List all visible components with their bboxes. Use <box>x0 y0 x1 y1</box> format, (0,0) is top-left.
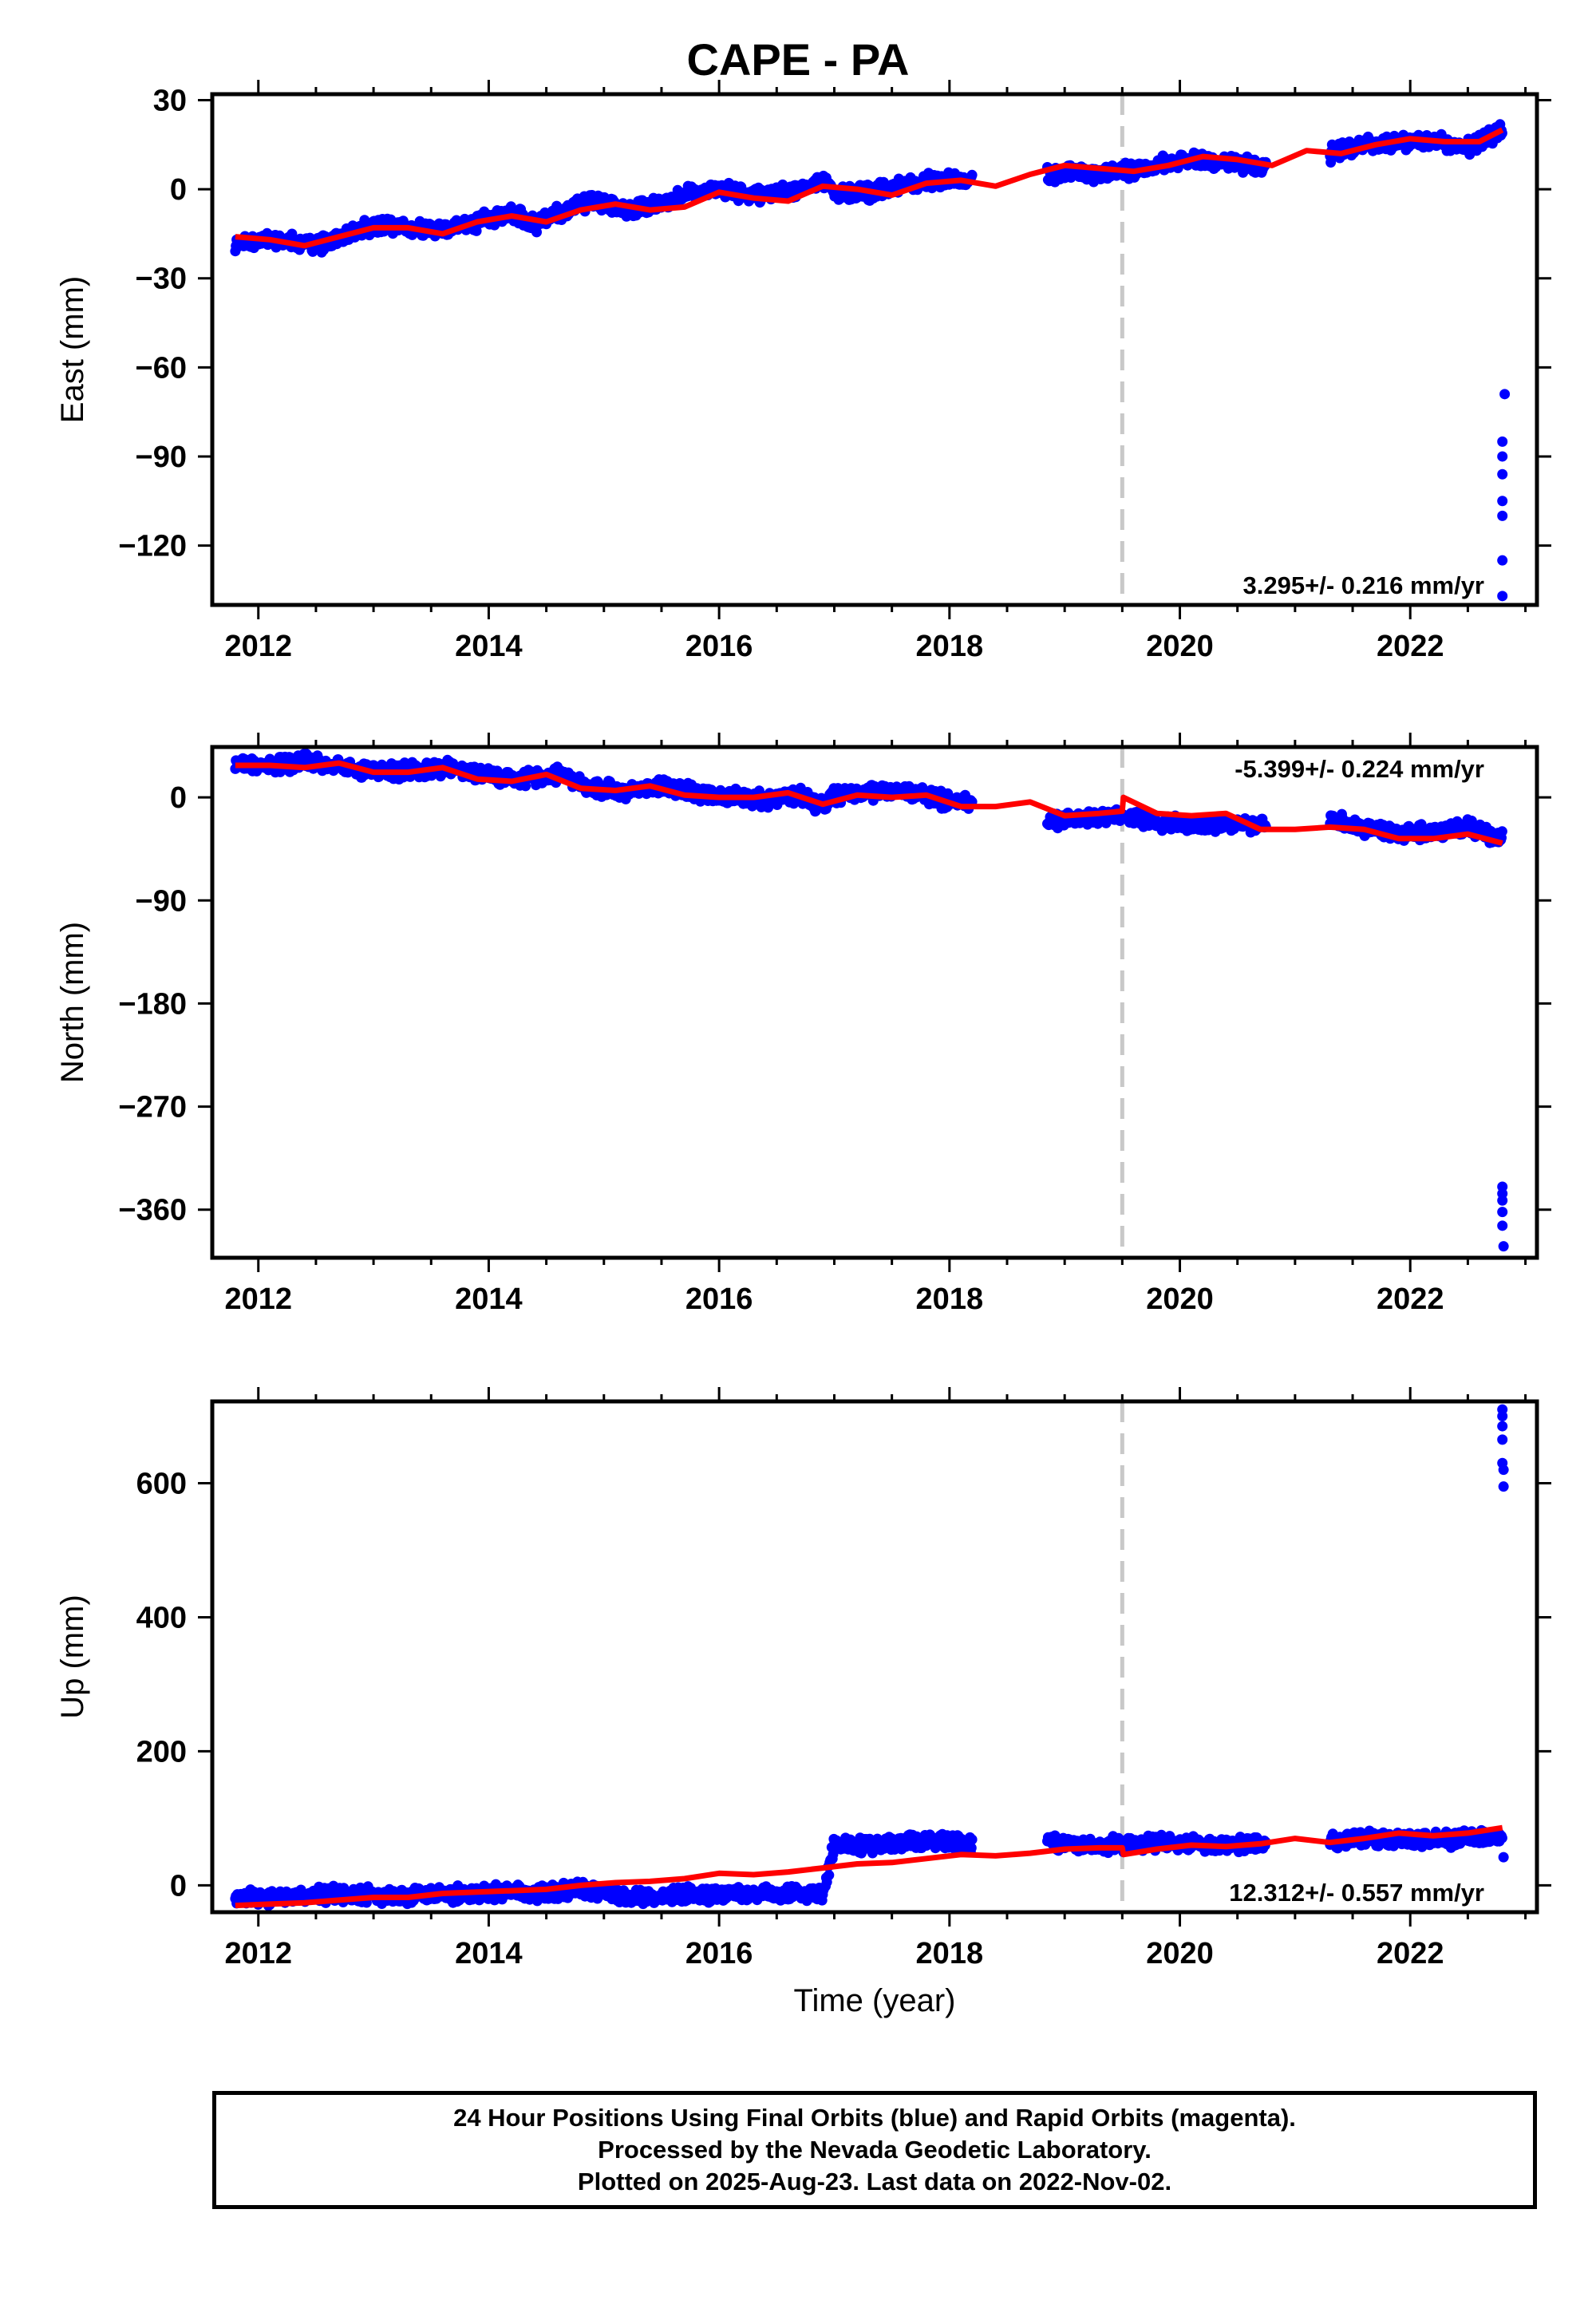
y-tick-label: −90 <box>136 441 187 474</box>
plot-area <box>230 747 1509 1258</box>
y-axis-label: East (mm) <box>55 276 90 423</box>
outlier-point <box>1497 496 1508 507</box>
outlier-point <box>1497 591 1508 602</box>
y-tick-label: −360 <box>118 1194 187 1227</box>
x-tick-label: 2014 <box>455 630 523 663</box>
east-panel: 2012 2014 2016 2018 2020 2022 30 0 −30 −60 −90 −120… <box>55 80 1551 663</box>
y-tick-label: −30 <box>136 263 187 296</box>
x-tick-label: 2020 <box>1146 1282 1214 1316</box>
x-tick-label: 2016 <box>685 1282 753 1316</box>
data-point <box>471 225 482 236</box>
data-point <box>824 1870 835 1881</box>
x-tick-label: 2012 <box>224 1282 292 1316</box>
outlier-point <box>1497 468 1508 480</box>
data-point <box>966 1843 977 1853</box>
outlier-point <box>1497 436 1508 447</box>
rate-label: 3.295+/- 0.216 mm/yr <box>1243 571 1484 599</box>
y-tick-label: 30 <box>153 84 187 117</box>
y-tick-label: 0 <box>170 781 187 815</box>
outlier-point <box>1497 1220 1508 1231</box>
data-point <box>1496 826 1507 837</box>
outlier-point <box>1497 510 1508 521</box>
plot-area <box>230 1401 1509 1912</box>
north-panel: 2012 2014 2016 2018 2020 2022 0 −90 −180 −270 −360… <box>55 733 1551 1316</box>
y-tick-label: −90 <box>136 884 187 918</box>
x-tick-label: 2014 <box>455 1282 523 1316</box>
plot-area <box>230 94 1511 605</box>
outlier-point <box>1497 1195 1508 1206</box>
y-axis-label: North (mm) <box>55 922 90 1083</box>
outlier-point <box>1497 555 1508 566</box>
outlier-point <box>1498 1241 1509 1252</box>
y-tick-label: 0 <box>170 173 187 207</box>
y-tick-label: −120 <box>118 530 187 563</box>
data-point <box>966 1834 978 1845</box>
y-tick-label: −60 <box>136 351 187 385</box>
outlier-point <box>1497 1207 1508 1218</box>
fit-line <box>235 127 1504 249</box>
x-tick-label: 2012 <box>224 630 292 663</box>
y-tick-label: −270 <box>118 1091 187 1124</box>
y-tick-label: −180 <box>118 987 187 1021</box>
x-tick-label: 2022 <box>1377 1282 1444 1316</box>
x-tick-label: 2018 <box>916 1282 984 1316</box>
fit-line <box>235 760 1503 846</box>
x-tick-label: 2018 <box>916 630 984 663</box>
x-tick-label: 2022 <box>1377 630 1444 663</box>
plot-frame <box>210 92 1539 607</box>
outlier-point <box>1499 389 1511 400</box>
x-tick-label: 2020 <box>1146 630 1214 663</box>
rate-label: -5.399+/- 0.224 mm/yr <box>1235 755 1484 783</box>
data-point <box>966 169 978 180</box>
x-tick-label: 2016 <box>685 630 753 663</box>
outlier-point <box>1497 451 1508 462</box>
page-title: CAPE - PA <box>686 34 910 85</box>
